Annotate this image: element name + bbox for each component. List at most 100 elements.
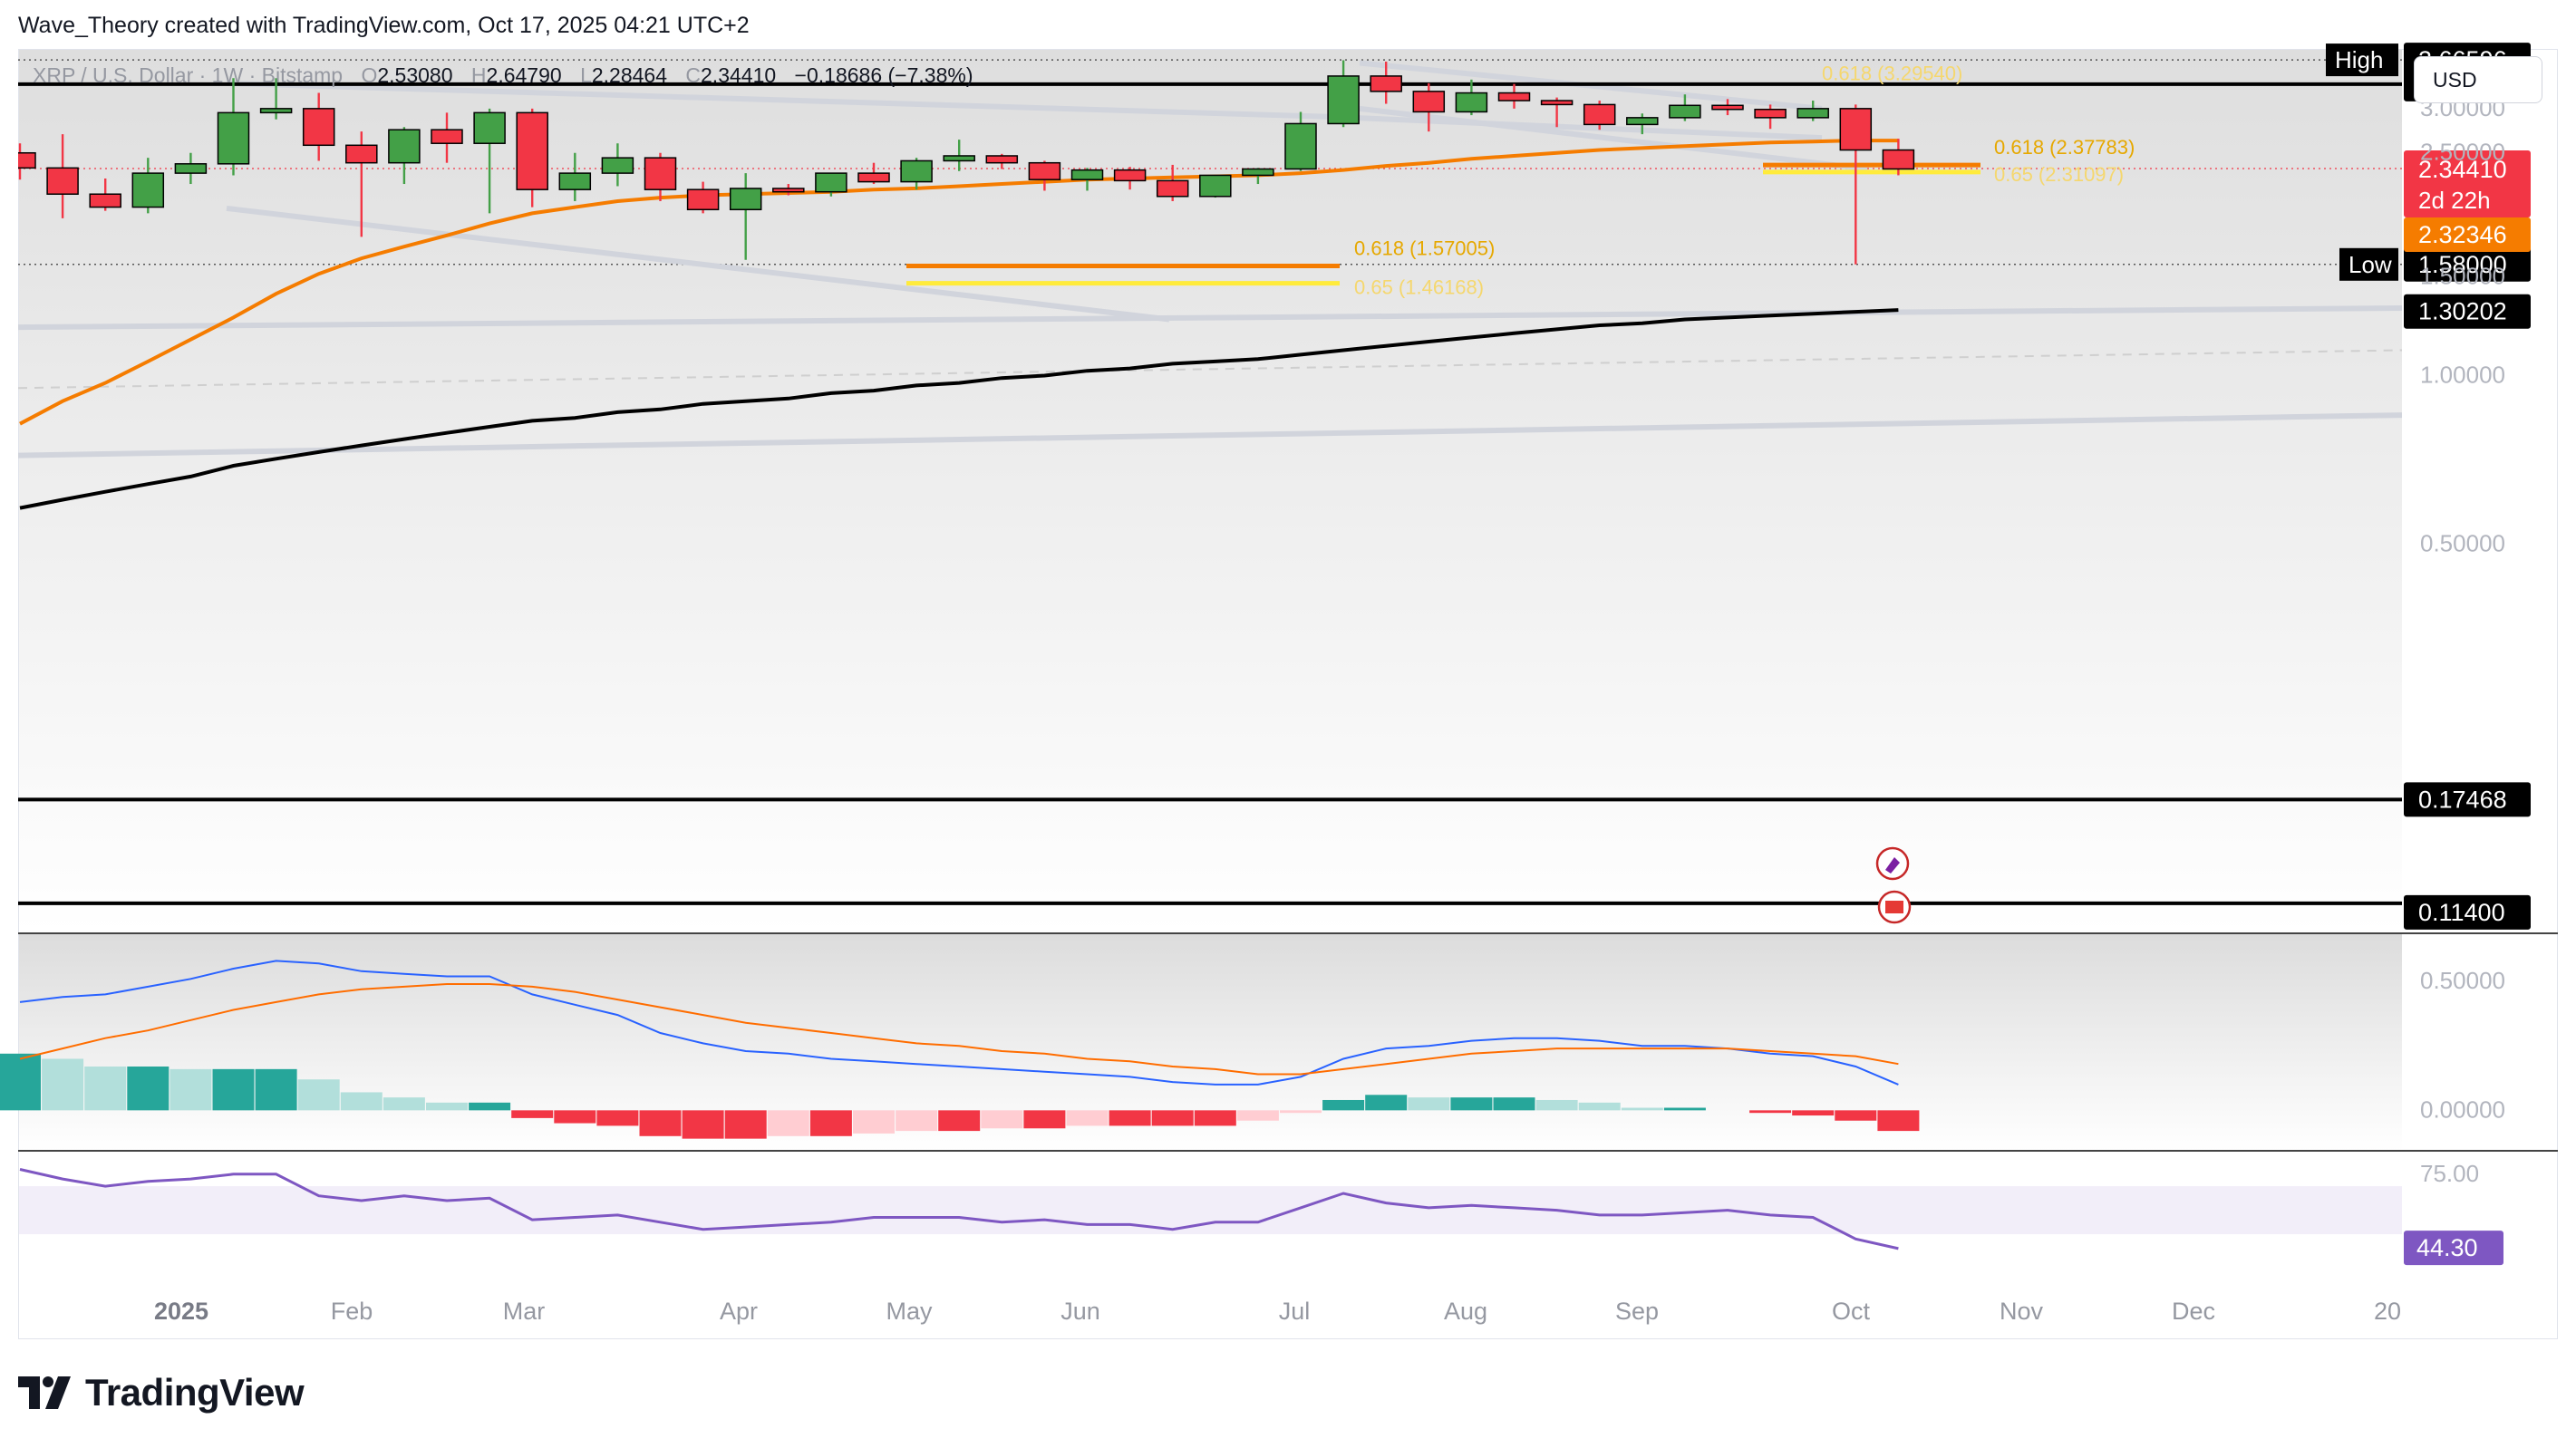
- candle-body: [516, 111, 548, 190]
- macd-histogram-bar: [896, 1110, 938, 1132]
- rsi-value-tag-bg: [2404, 1231, 2503, 1266]
- candle-body: [943, 155, 975, 162]
- rsi-line: [19, 1168, 1899, 1250]
- time-axis-label: Dec: [2172, 1298, 2215, 1325]
- rsi-axis-label: 75.00: [2420, 1160, 2479, 1187]
- macd-histogram-bar: [469, 1102, 511, 1111]
- macd-histogram-bar: [42, 1058, 84, 1111]
- candle-body: [18, 151, 36, 169]
- macd-histogram-bar: [1365, 1095, 1408, 1111]
- candle-body: [1113, 169, 1147, 182]
- time-axis-label: Oct: [1832, 1298, 1871, 1325]
- candle-body: [558, 172, 592, 190]
- trend-channel-line: [18, 305, 2402, 331]
- symbol-name[interactable]: XRP / U.S. Dollar · 1W · Bitstamp: [33, 63, 344, 87]
- open-value: 2.53080: [377, 63, 453, 87]
- macd-histogram-bar: [1194, 1110, 1236, 1126]
- macd-histogram-bar: [1535, 1099, 1578, 1111]
- candle-body: [1199, 174, 1232, 198]
- candle-body: [985, 155, 1019, 164]
- macd-histogram-bar: [1663, 1107, 1706, 1111]
- fib-label: 0.618 (3.29540): [1822, 63, 1962, 85]
- candle-body: [1327, 75, 1360, 125]
- macd-histogram-bar: [853, 1110, 895, 1134]
- candle-body: [1242, 168, 1274, 177]
- candle-body: [1583, 103, 1616, 126]
- macd-histogram-bar: [1023, 1110, 1066, 1129]
- candle-body: [89, 193, 121, 208]
- time-axis-label: Jul: [1279, 1298, 1311, 1325]
- candle-body: [772, 188, 805, 193]
- low-label-tag: Low: [2348, 251, 2392, 278]
- ema-price-tag: 2.32346: [2418, 221, 2507, 248]
- chart-frame[interactable]: [18, 49, 2558, 1339]
- symbol-ohlc-legend: XRP / U.S. Dollar · 1W · Bitstamp O2.530…: [33, 63, 973, 88]
- macd-histogram-bar: [1280, 1110, 1322, 1114]
- candle-body: [900, 159, 933, 183]
- candle-body: [345, 144, 378, 164]
- candle-body: [1070, 169, 1104, 180]
- candle-body: [686, 188, 720, 211]
- rsi-band: [19, 1186, 2402, 1235]
- fib-label: 0.65 (2.31097): [1994, 163, 2124, 186]
- macd-line: [19, 960, 1899, 1086]
- low-label: L: [580, 63, 592, 87]
- ema-price-tag-bg: [2404, 217, 2531, 253]
- candle-body: [1711, 104, 1744, 111]
- candle-body: [1626, 117, 1659, 126]
- time-axis-label: May: [886, 1298, 933, 1325]
- macd-histogram-bar: [1621, 1107, 1663, 1111]
- candle-body: [644, 157, 677, 190]
- macd-histogram-bar: [809, 1110, 852, 1136]
- ema-line: [19, 139, 1899, 426]
- us-flag-icon: [1885, 901, 1903, 913]
- macd-histogram-bar: [1236, 1110, 1279, 1121]
- rsi-value-tag: 44.30: [2416, 1234, 2478, 1261]
- high-label: H: [470, 63, 487, 87]
- tradingview-logo-text: TradingView: [85, 1371, 305, 1414]
- currency-button[interactable]: USD: [2414, 56, 2542, 103]
- macd-histogram-bar: [1835, 1110, 1877, 1121]
- macd-histogram-bar: [554, 1110, 596, 1124]
- candle-body: [815, 172, 847, 193]
- candle-body: [1497, 92, 1531, 101]
- trend-channel-line: [226, 205, 1170, 323]
- macd-histogram-bar: [255, 1068, 297, 1111]
- high-value: 2.64790: [486, 63, 562, 87]
- tradingview-logo[interactable]: TradingView: [18, 1370, 305, 1415]
- macd-histogram-bar: [127, 1067, 169, 1111]
- time-axis-label: Sep: [1615, 1298, 1659, 1325]
- candle-body: [857, 172, 890, 183]
- ma200-price-tag: 1.30202: [2418, 298, 2507, 325]
- macd-histogram-bar: [1322, 1099, 1365, 1111]
- change-value: −0.18686 (−7.38%): [794, 63, 973, 87]
- candle-body: [1796, 108, 1829, 119]
- candle-body: [174, 163, 208, 174]
- macd-histogram-bar: [639, 1110, 682, 1136]
- macd-axis-label: 0.50000: [2420, 967, 2505, 994]
- macd-histogram-bar: [1749, 1110, 1792, 1114]
- trend-channel-line: [18, 412, 2402, 459]
- macd-histogram-bar: [340, 1092, 383, 1111]
- dashed-trend-line: [18, 349, 2402, 390]
- candle-body: [1455, 92, 1488, 113]
- time-axis-label: Feb: [331, 1298, 373, 1325]
- macd-histogram-bar: [426, 1102, 468, 1111]
- open-label: O: [361, 63, 378, 87]
- candle-body: [1754, 108, 1787, 119]
- macd-histogram-bar: [682, 1110, 724, 1139]
- signal-line: [19, 983, 1899, 1076]
- trend-channel-line: [226, 80, 1333, 120]
- candle-body: [1669, 104, 1701, 119]
- macd-histogram-bar: [1109, 1110, 1151, 1126]
- chart-attribution: Wave_Theory created with TradingView.com…: [18, 13, 750, 38]
- candle-body: [131, 172, 165, 208]
- macd-histogram-bar: [169, 1068, 212, 1111]
- macd-histogram-bar: [1151, 1110, 1194, 1126]
- tradingview-logo-icon: [18, 1376, 71, 1409]
- candle-body: [302, 108, 335, 147]
- macd-histogram-bar: [383, 1097, 425, 1111]
- candle-body: [1540, 100, 1574, 106]
- candle-body: [473, 111, 506, 144]
